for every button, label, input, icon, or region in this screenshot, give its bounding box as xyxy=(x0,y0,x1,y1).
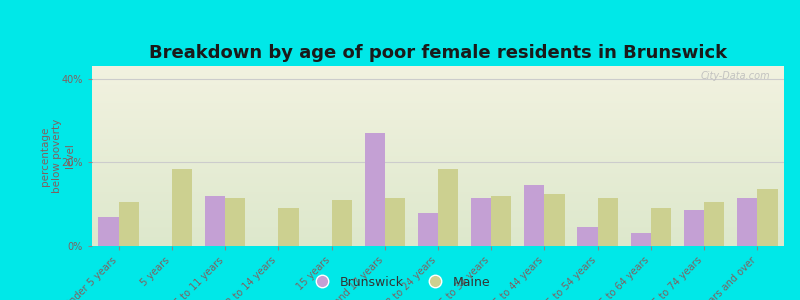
Bar xyxy=(491,196,511,246)
Bar xyxy=(704,202,724,246)
Bar xyxy=(578,227,598,246)
Bar xyxy=(118,202,139,246)
Bar xyxy=(225,198,246,246)
Bar xyxy=(278,208,298,246)
Bar xyxy=(630,233,651,246)
Title: Breakdown by age of poor female residents in Brunswick: Breakdown by age of poor female resident… xyxy=(149,44,727,62)
Bar xyxy=(471,198,491,246)
Bar xyxy=(172,169,192,246)
Bar xyxy=(205,196,225,246)
Bar xyxy=(331,200,352,246)
Bar xyxy=(545,194,565,246)
Bar xyxy=(98,217,118,246)
Y-axis label: percentage
below poverty
level: percentage below poverty level xyxy=(40,119,74,193)
Text: City-Data.com: City-Data.com xyxy=(701,71,770,81)
Bar xyxy=(385,198,405,246)
Legend: Brunswick, Maine: Brunswick, Maine xyxy=(305,271,495,294)
Bar xyxy=(651,208,671,246)
Bar xyxy=(737,198,758,246)
Bar xyxy=(758,190,778,246)
Bar xyxy=(418,212,438,246)
Bar xyxy=(598,198,618,246)
Bar xyxy=(524,185,545,246)
Bar xyxy=(438,169,458,246)
Bar xyxy=(684,210,704,246)
Bar xyxy=(365,133,385,246)
